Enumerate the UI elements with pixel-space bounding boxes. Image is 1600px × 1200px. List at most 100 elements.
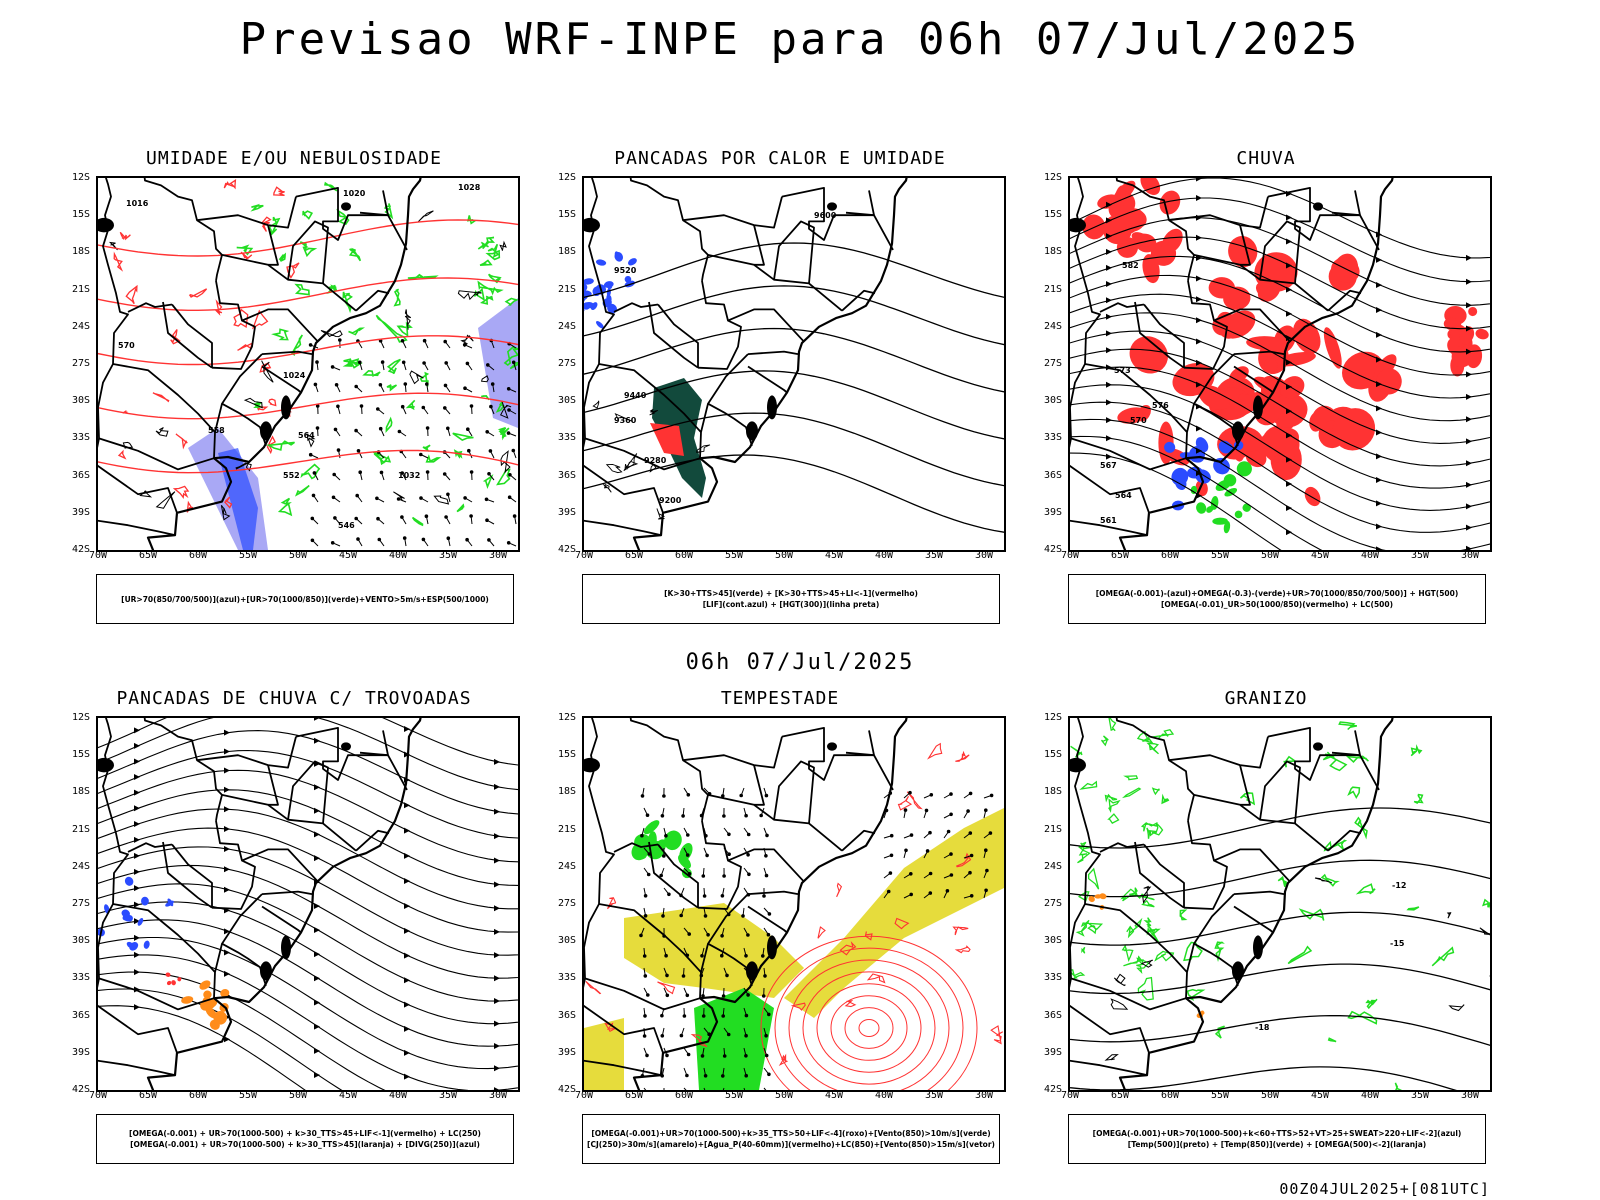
country-border [127, 842, 173, 853]
lon-tick-label: 35W [438, 1090, 458, 1101]
wind850-vectors-vector-head [646, 872, 651, 877]
lon-tick-label: 35W [924, 1090, 944, 1101]
streamlines250-line [98, 988, 343, 1090]
lif-contours [584, 251, 637, 329]
pressure-contours-contour [243, 397, 263, 409]
hgt500-arrowhead [1466, 325, 1472, 332]
temp850-green-contour [1129, 892, 1155, 901]
temp850-green-contour [1161, 793, 1170, 805]
streamlines250-arrowhead [314, 1047, 320, 1054]
lon-tick-label: 40W [874, 1090, 894, 1101]
country-border [171, 843, 213, 908]
hgt500-arrowhead [1466, 416, 1472, 423]
wind-vector-head [330, 365, 335, 369]
low-center-ring [830, 995, 908, 1061]
wind850-vectors-vector-head [661, 914, 665, 918]
wind850-vectors-vector-head [700, 954, 704, 958]
footer-run-info: 00Z04JUL2025+[081UTC] [1279, 1180, 1490, 1198]
temp850-green-contour [1137, 976, 1154, 1001]
streamlines250-line [98, 808, 518, 910]
convection-orange-blob [203, 990, 212, 999]
country-border [1239, 764, 1251, 806]
hgt500-line [1070, 197, 1490, 283]
map-svg: 1016 1020 1024 1028 1032 570 564 558 552 546 [98, 178, 518, 550]
wind-vector-head [466, 427, 470, 431]
wind850-vectors-vector-head [679, 1033, 684, 1038]
wind-vector-head [467, 448, 471, 453]
lat-tick-label: 15S [71, 749, 90, 761]
panel-legend: [OMEGA(-0.001)-(azul)+OMEGA(-0.3)-(verde… [1068, 574, 1486, 624]
wind-vector-head [424, 514, 429, 519]
wind-vector-head [465, 537, 469, 542]
wind850-vectors-vector-head [685, 1073, 689, 1078]
hgt500-arrowhead [1376, 546, 1382, 550]
rain-omega-green-blob [1234, 510, 1243, 519]
wind850-vectors-vector-head [726, 1032, 731, 1037]
lat-tick-label: 42S [71, 544, 90, 555]
streamlines250-arrowhead [224, 886, 230, 893]
lake [584, 217, 600, 233]
country-border [1213, 308, 1291, 343]
streamlines250-arrowhead [224, 748, 230, 755]
hgt500-arrowhead [1466, 460, 1472, 467]
wind850-vectors-vector-head [687, 932, 691, 936]
hgt500-arrowhead [1466, 254, 1472, 261]
lat-tick-label: 27S [557, 898, 576, 909]
wind-vector-head [400, 471, 405, 475]
coastline [146, 178, 422, 550]
streamlines250-arrowhead [314, 784, 320, 791]
lon-tick-label: 50W [1260, 1090, 1280, 1101]
wind850-vectors-vector-head [665, 973, 669, 978]
streamlines250-line [98, 718, 518, 791]
rain-omega-green-blob [1196, 502, 1207, 514]
lat-tick-label: 21S [1043, 283, 1062, 295]
panel-legend: [OMEGA(-0.001)+UR>70(1000-500)+k<60+TTS>… [1068, 1114, 1486, 1164]
humidity-contours-contour [422, 444, 431, 453]
lon-tick-label: 30W [974, 550, 994, 561]
wind850-vectors-vector-head [949, 812, 953, 817]
humidity-contours-contour [477, 241, 489, 250]
country-border [845, 730, 875, 757]
hgt500-arrowhead [1376, 523, 1382, 530]
lon-tick-label: 55W [238, 1090, 258, 1101]
rain-omega-red-blob [1161, 228, 1183, 254]
hgt300-line [584, 327, 1004, 393]
wind850-vectors-vector-head [685, 993, 690, 998]
small-contours-contour [603, 483, 612, 493]
humidity-contours-contour [393, 288, 401, 307]
wind-vector-head [463, 496, 467, 500]
lat-tick-label: 42S [1043, 1084, 1062, 1095]
contour-label: 9200 [659, 496, 682, 505]
lat-tick-label: 39S [1043, 506, 1062, 518]
temp850-green-contour [1345, 755, 1369, 763]
legend-line: [OMEGA(-0.001)-(azul)+OMEGA(-0.3)-(verde… [1095, 589, 1459, 598]
convection-orange-blob [181, 996, 194, 1004]
wind850-vectors-vector-head [949, 873, 954, 877]
contour-label: 9360 [614, 416, 637, 425]
thickness-contours-contour [113, 251, 124, 272]
streamlines250-arrowhead [494, 928, 500, 935]
pressure-contours-contour [460, 334, 474, 348]
wind-vector-head [425, 470, 430, 474]
panel-legend: [K>30+TTS>45](verde) + [K>30+TTS>45+LI<-… [582, 574, 1000, 624]
legend-line: [OMEGA(-0.001)+UR>70(1000-500)+k>35_TTS>… [591, 1129, 991, 1138]
streamlines250-arrowhead [314, 855, 320, 862]
rain-omega-red-blob [1129, 336, 1168, 374]
wind-vector-head [330, 541, 335, 545]
wind-vector-head [354, 384, 359, 389]
lat-tick-label: 42S [557, 1084, 576, 1095]
wind850-vectors [639, 787, 772, 1090]
contour-label: 573 [1114, 366, 1131, 375]
humidity-contours-contour [250, 203, 264, 212]
wind850-vectors-vector-head [725, 973, 729, 978]
wind850-vectors-vector-head [741, 914, 745, 918]
country-border [682, 736, 783, 769]
wind850-vectors-vector-head [984, 808, 988, 812]
wind850-vectors-vector-head [662, 794, 666, 798]
low-center-ring [788, 959, 950, 1090]
hgt500-arrowhead [1376, 381, 1382, 388]
country-border [1168, 736, 1269, 769]
humidity-contours-contour [396, 321, 413, 337]
contour-label: -12 [1392, 881, 1406, 890]
temp850-green-contour [1179, 909, 1188, 921]
